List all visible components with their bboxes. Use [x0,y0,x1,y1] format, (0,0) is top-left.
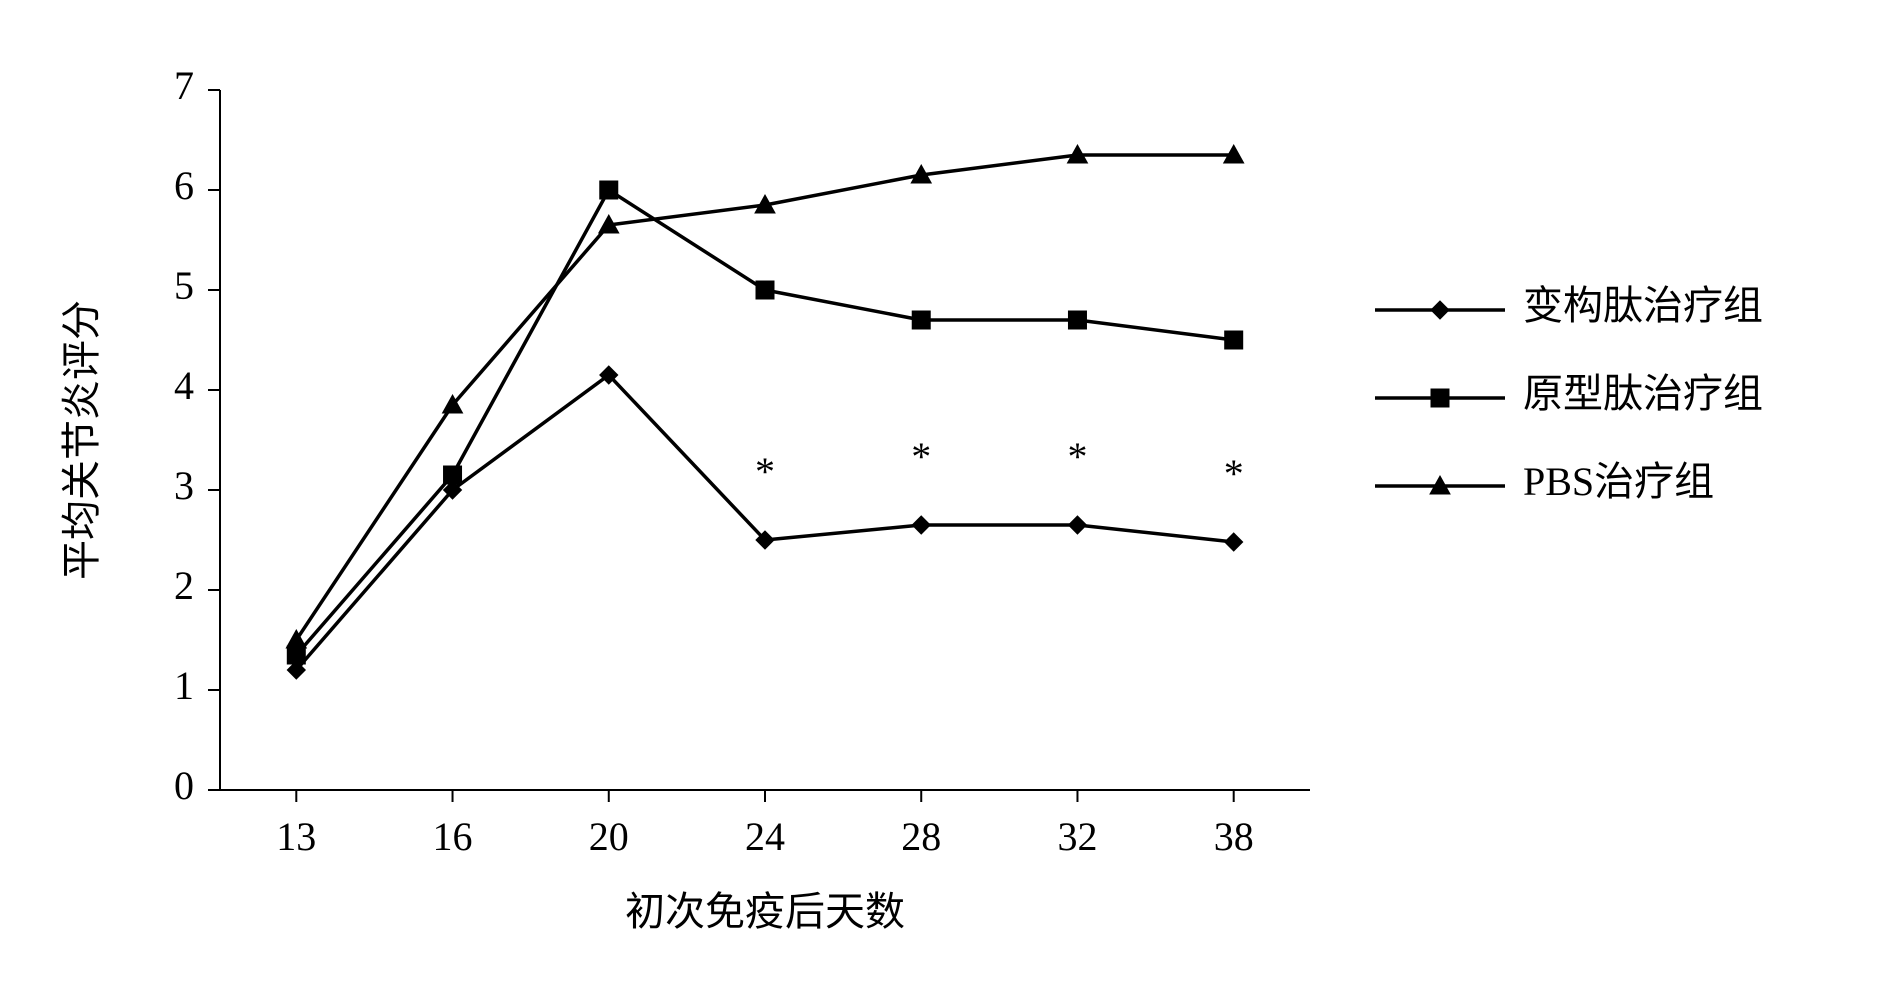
x-tick-label: 16 [433,814,473,859]
y-tick-label: 0 [174,763,194,808]
diamond-marker-icon [912,516,930,534]
square-marker-icon [287,646,305,664]
chart-svg: 0 1 2 3 4 5 6 7 13 16 20 24 28 32 38 平均关节炎评分初次免疫后天数 * * * *… [0,0,1900,982]
significance-marker: * [1067,434,1087,479]
legend-label-prototype: 原型肽治疗组 [1523,371,1763,416]
significance-marker: * [1224,451,1244,496]
y-tick-label: 4 [174,363,194,408]
x-tick-label: 20 [589,814,629,859]
significance-marker: * [755,449,775,494]
y-tick-label: 1 [174,663,194,708]
square-marker-icon [1068,311,1086,329]
square-marker-icon [1225,331,1243,349]
y-tick-label: 6 [174,163,194,208]
square-marker-icon [600,181,618,199]
significance-marker: * [911,434,931,479]
series-line-pbs [296,155,1233,640]
x-tick-label: 38 [1214,814,1254,859]
y-tick-label: 5 [174,263,194,308]
x-tick-label: 13 [276,814,316,859]
diamond-marker-icon [1225,533,1243,551]
series-line-prototype [296,190,1233,655]
triangle-marker-icon [286,630,306,648]
y-tick-label: 3 [174,463,194,508]
square-marker-icon [756,281,774,299]
x-tick-label: 32 [1057,814,1097,859]
series-line-allosteric [296,375,1233,670]
x-tick-label: 28 [901,814,941,859]
y-axis-title: 平均关节炎评分 [59,300,104,580]
x-axis-title: 初次免疫后天数 [625,889,905,934]
square-marker-icon [912,311,930,329]
y-tick-label: 7 [174,63,194,108]
y-tick-label: 2 [174,563,194,608]
x-tick-label: 24 [745,814,785,859]
legend-label-pbs: PBS治疗组 [1523,459,1714,504]
square-marker-icon [1431,389,1449,407]
diamond-marker-icon [1068,516,1086,534]
square-marker-icon [444,466,462,484]
diamond-marker-icon [1431,301,1449,319]
line-chart: 0 1 2 3 4 5 6 7 13 16 20 24 28 32 38 平均关节炎评分初次免疫后天数 * * * *… [0,0,1900,982]
legend-label-allosteric: 变构肽治疗组 [1523,283,1763,328]
